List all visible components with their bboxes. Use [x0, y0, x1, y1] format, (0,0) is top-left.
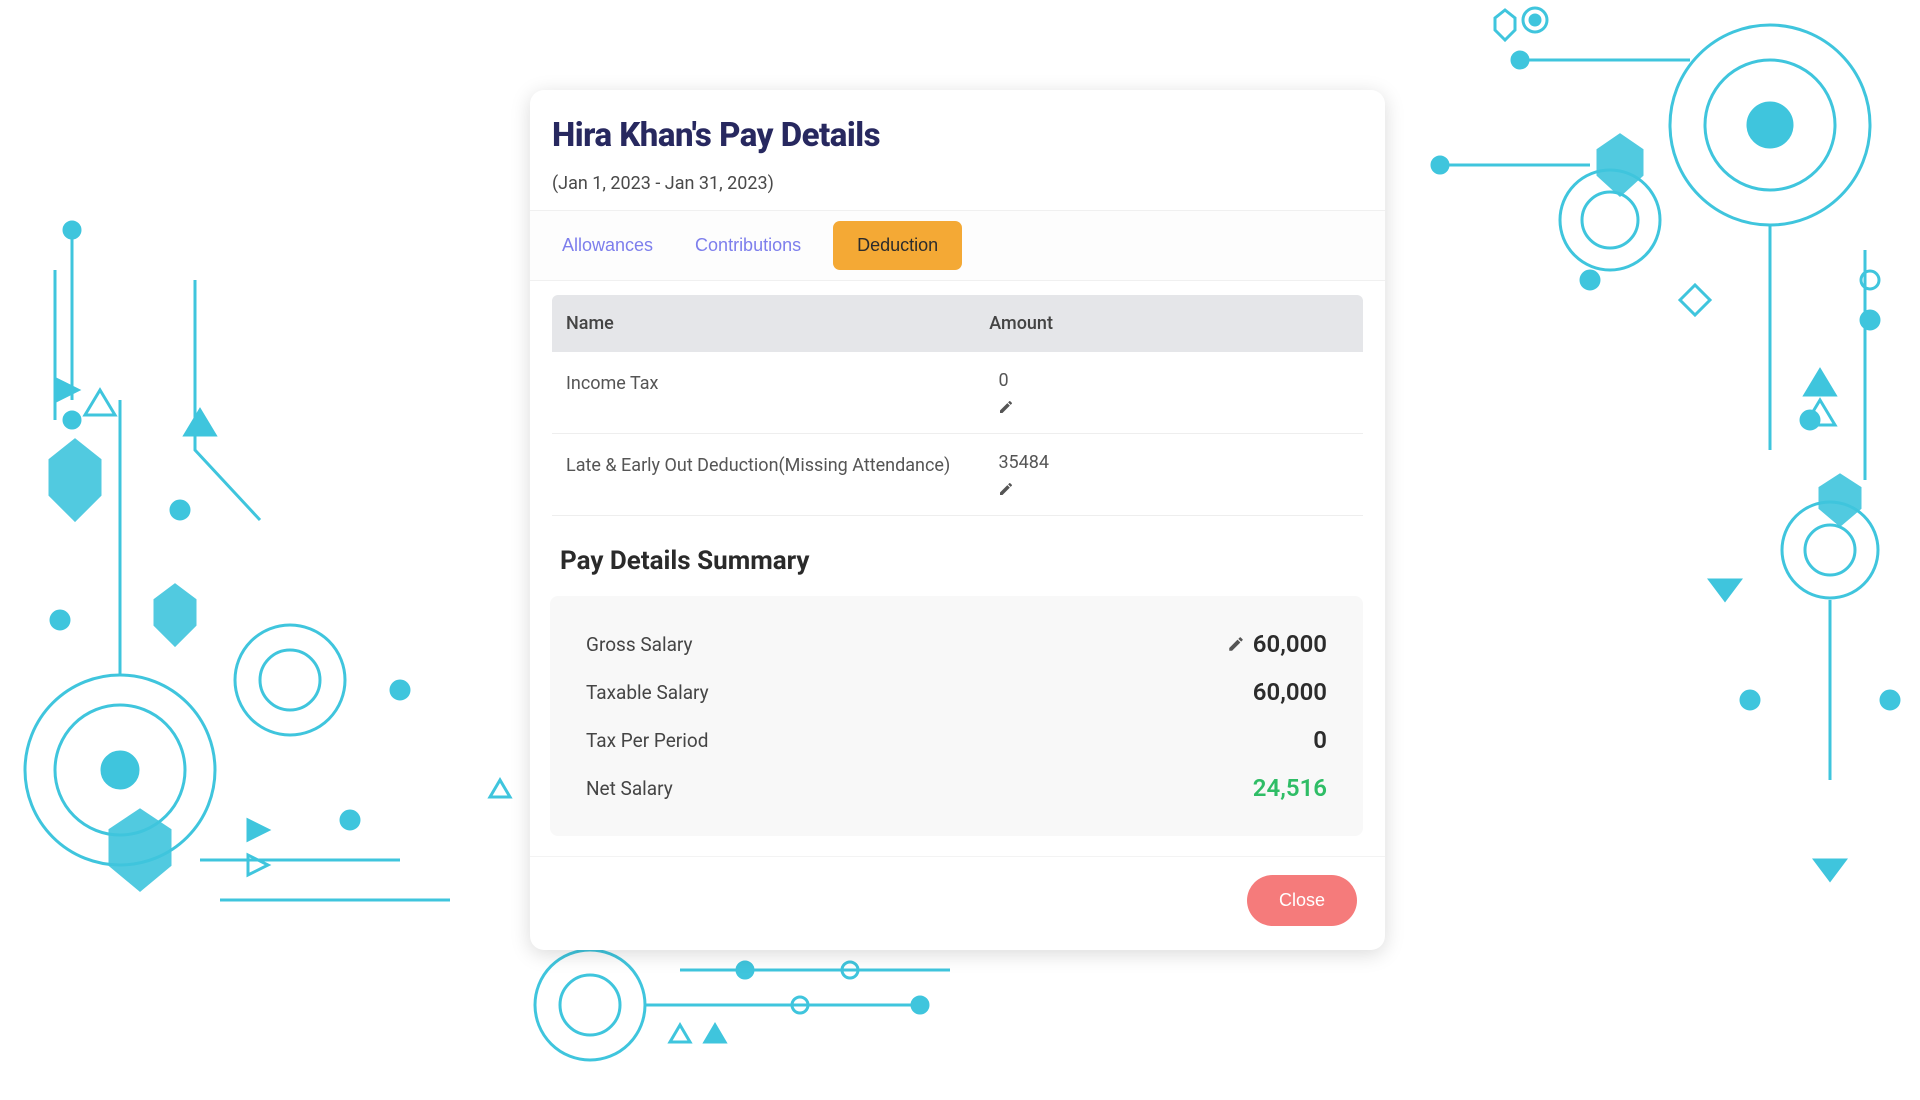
summary-row-taxable: Taxable Salary 60,000: [586, 668, 1327, 716]
deduction-name: Late & Early Out Deduction(Missing Atten…: [566, 452, 998, 479]
close-button[interactable]: Close: [1247, 875, 1357, 926]
table-header: Name Amount: [552, 295, 1363, 352]
deduction-amount: 0: [998, 370, 1349, 391]
deduction-table: Name Amount Income Tax 0 Late & Early Ou…: [530, 281, 1385, 516]
taxable-salary-value: 60,000: [1253, 678, 1327, 706]
modal-title: Hira Khan's Pay Details: [552, 116, 1363, 155]
net-salary-value: 24,516: [1253, 774, 1327, 802]
deduction-amount-cell: 0: [998, 370, 1349, 415]
summary-title: Pay Details Summary: [560, 546, 1363, 576]
decoration-left: [0, 200, 550, 1100]
deduction-name: Income Tax: [566, 370, 998, 397]
summary-label: Tax Per Period: [586, 729, 708, 752]
deduction-amount-cell: 35484: [998, 452, 1349, 497]
gross-salary-value: 60,000: [1253, 630, 1327, 658]
tab-contributions[interactable]: Contributions: [685, 211, 811, 280]
decoration-bottom: [500, 930, 1200, 1080]
pay-details-modal: Hira Khan's Pay Details (Jan 1, 2023 - J…: [530, 90, 1385, 950]
modal-date-range: (Jan 1, 2023 - Jan 31, 2023): [530, 167, 1385, 210]
decoration-right: [1340, 0, 1920, 900]
tabs-container: Allowances Contributions Deduction: [530, 210, 1385, 281]
summary-label: Net Salary: [586, 777, 673, 800]
column-header-amount: Amount: [989, 313, 1349, 334]
summary-label: Gross Salary: [586, 633, 693, 656]
summary-value: 60,000: [1227, 630, 1327, 658]
summary-section: Pay Details Summary Gross Salary 60,000 …: [530, 516, 1385, 856]
column-header-name: Name: [566, 313, 989, 334]
summary-row-tax-period: Tax Per Period 0: [586, 716, 1327, 764]
summary-box: Gross Salary 60,000 Taxable Salary 60,00…: [550, 596, 1363, 836]
edit-icon[interactable]: [998, 481, 1014, 497]
edit-icon[interactable]: [1227, 635, 1245, 653]
tab-deduction[interactable]: Deduction: [833, 221, 962, 270]
summary-label: Taxable Salary: [586, 681, 709, 704]
deduction-amount: 35484: [998, 452, 1349, 473]
table-row: Income Tax 0: [552, 352, 1363, 434]
tax-per-period-value: 0: [1313, 726, 1327, 754]
summary-row-net: Net Salary 24,516: [586, 764, 1327, 812]
edit-icon[interactable]: [998, 399, 1014, 415]
tab-allowances[interactable]: Allowances: [552, 211, 663, 280]
summary-row-gross: Gross Salary 60,000: [586, 620, 1327, 668]
modal-header: Hira Khan's Pay Details: [530, 90, 1385, 167]
table-row: Late & Early Out Deduction(Missing Atten…: [552, 434, 1363, 516]
modal-footer: Close: [530, 856, 1385, 950]
